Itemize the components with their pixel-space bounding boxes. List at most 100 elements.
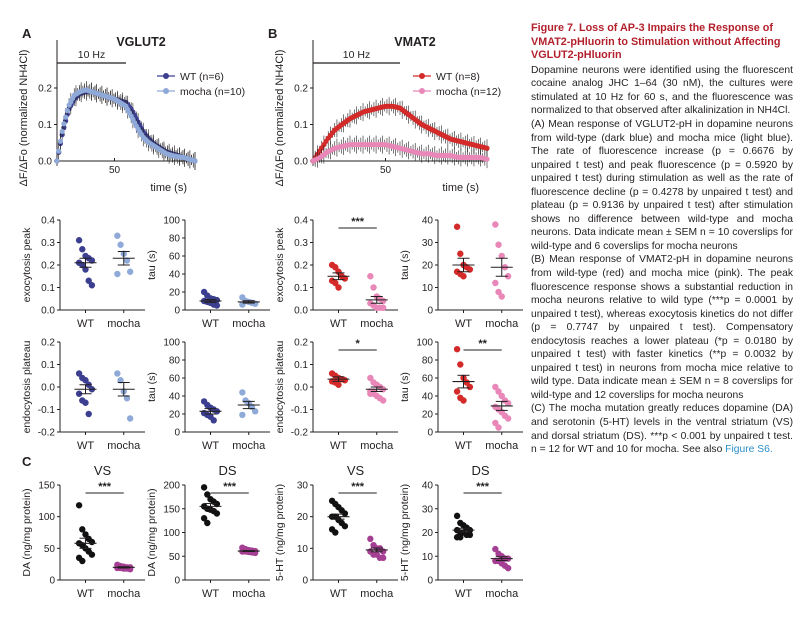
data-point	[75, 237, 83, 244]
x-tick-label: WT	[77, 318, 94, 330]
x-tick-label: mocha	[232, 318, 266, 330]
y-axis-label: DA (ng/mg protein)	[21, 488, 33, 576]
data-point	[126, 415, 134, 422]
data-point	[75, 390, 83, 397]
x-tick-label: WT	[455, 318, 472, 330]
y-tick-label: 0.0	[294, 157, 308, 168]
data-point	[492, 221, 499, 228]
group-wt	[327, 370, 350, 388]
caption-title: Figure 7. Loss of AP-3 Impairs the Respo…	[531, 22, 781, 62]
significance-stars: ***	[351, 216, 365, 228]
group-wt	[327, 497, 350, 536]
y-tick-label: 30	[297, 481, 309, 492]
y-tick-label: 20	[169, 410, 181, 421]
x-tick-label: WT	[202, 440, 219, 452]
trace-point	[54, 158, 60, 164]
y-tick-label: 0.1	[294, 360, 308, 371]
group-wt	[452, 223, 475, 280]
x-tick-label: WT	[77, 588, 94, 600]
data-point	[332, 529, 339, 536]
series-wt	[310, 97, 490, 166]
legend-label: WT (n=6)	[180, 71, 224, 83]
legend-marker	[163, 88, 169, 94]
figure-s6-link[interactable]: Figure S6.	[725, 444, 773, 456]
y-axis-label: tau (s)	[399, 372, 411, 402]
y-tick-label: 0	[174, 576, 180, 587]
y-axis-label: 5-HT (ng/mg protein)	[274, 484, 286, 581]
data-point	[82, 377, 89, 384]
x-tick-label: WT	[330, 588, 347, 600]
y-axis-label: tau (s)	[399, 250, 411, 280]
legend-marker	[163, 73, 169, 79]
data-point	[504, 564, 512, 572]
data-point	[492, 279, 499, 287]
x-tick-label: WT	[330, 440, 347, 452]
group-wt	[199, 398, 222, 424]
y-tick-label: 100	[163, 338, 180, 349]
data-point	[75, 370, 83, 377]
data-point	[492, 383, 499, 391]
dotplot-C-5HT-VS: 0 10 20 30 WT mocha 5-HT (ng/mg protein) VS ***	[274, 463, 398, 600]
y-tick-label: 10	[297, 544, 309, 555]
group-wt	[327, 261, 350, 291]
data-point	[213, 302, 221, 309]
plot-title: DS	[471, 463, 489, 478]
data-point	[213, 500, 221, 508]
x-tick-label: WT	[330, 318, 347, 330]
data-point	[85, 277, 92, 284]
y-tick-label: 0.2	[41, 261, 55, 272]
data-point	[379, 554, 387, 562]
data-point	[341, 510, 349, 517]
significance-stars: **	[478, 338, 487, 350]
x-axis-label: time (s)	[150, 182, 187, 194]
y-tick-label: 0.2	[38, 84, 52, 95]
x-tick-label: mocha	[485, 318, 519, 330]
data-point	[251, 408, 259, 415]
significance-stars: ***	[98, 481, 112, 493]
y-tick-label: 0	[174, 428, 180, 439]
group-mocha	[490, 383, 513, 431]
x-tick-label: WT	[455, 440, 472, 452]
y-tick-label: 0	[427, 576, 433, 587]
group-mocha	[237, 544, 260, 557]
trace-point	[63, 114, 69, 120]
group-mocha	[365, 535, 388, 562]
y-tick-label: 40	[169, 392, 181, 403]
y-axis-label: endocytosis plateau	[274, 340, 286, 433]
y-tick-label: 0.0	[294, 383, 308, 394]
figure-caption: Figure 7. Loss of AP-3 Impairs the Respo…	[531, 22, 793, 457]
trace-point	[64, 108, 70, 114]
data-point	[492, 545, 499, 553]
data-point	[367, 374, 374, 382]
data-point	[498, 293, 505, 300]
dotplot-B-endo-plateau: -0.2 -0.1 0.0 0.1 0.2 WT mocha endocytosis plat…	[274, 338, 398, 452]
series-mocha	[54, 81, 198, 170]
group-mocha	[112, 561, 135, 573]
data-point	[457, 534, 464, 541]
data-point	[82, 266, 89, 273]
data-point	[492, 419, 499, 427]
y-axis-label: DA (ng/mg protein)	[146, 488, 158, 576]
group-wt	[74, 237, 97, 289]
y-tick-label: 0.2	[294, 338, 308, 349]
y-tick-label: 0	[174, 306, 180, 317]
data-point	[504, 415, 512, 422]
x-tick-label: mocha	[107, 440, 141, 452]
y-tick-label: 100	[38, 512, 55, 523]
data-point	[88, 282, 96, 289]
x-tick-label: mocha	[360, 318, 394, 330]
y-tick-label: -0.2	[291, 428, 309, 439]
data-point	[367, 535, 374, 543]
y-tick-label: 60	[169, 252, 181, 263]
y-tick-label: 0.4	[294, 216, 308, 227]
data-point	[82, 531, 89, 538]
data-point	[495, 288, 502, 296]
y-tick-label: -0.2	[38, 428, 56, 439]
data-point	[213, 296, 221, 304]
panel-letter-a: A	[22, 26, 32, 41]
trace-point	[61, 121, 67, 127]
x-tick-label: mocha	[360, 588, 394, 600]
data-point	[335, 284, 342, 291]
data-point	[239, 411, 246, 419]
dotplot-B-endo-tau: 0 20 40 60 80 100 WT mocha tau (s) **	[399, 338, 523, 452]
